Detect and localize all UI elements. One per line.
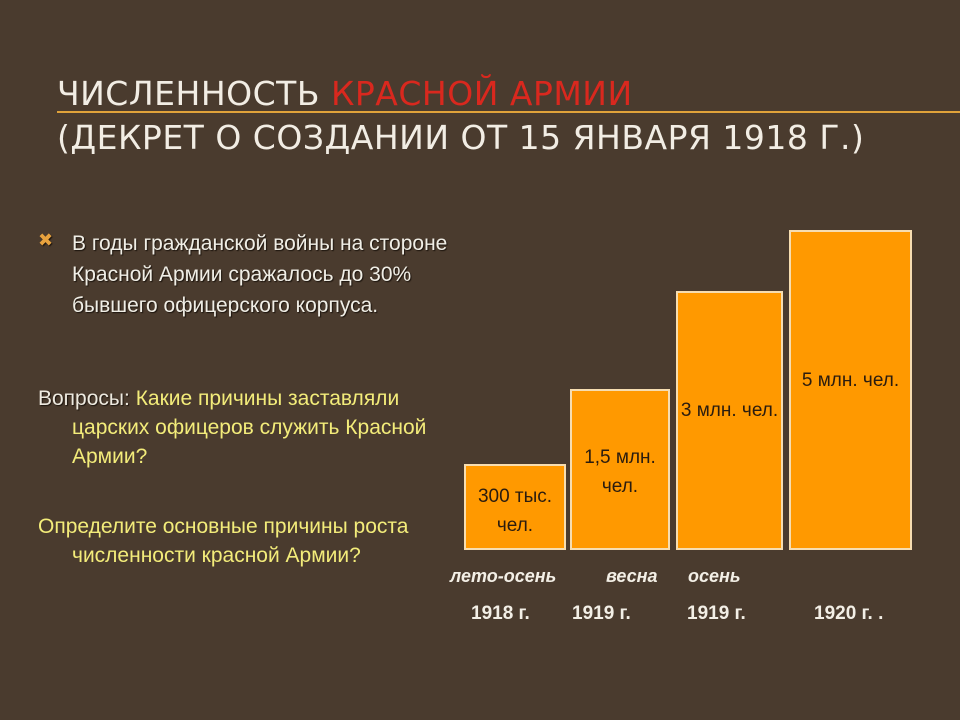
slide-title: Численность Красной армии (Декрет о созд… <box>57 72 937 160</box>
question-2-text: Определите основные причины роста числен… <box>38 515 409 567</box>
period-label-1: лето-осень <box>450 566 557 586</box>
bar-autumn-1919: 3 млн. чел. <box>676 291 783 550</box>
bar-1920: 5 млн. чел. <box>789 230 912 550</box>
period-label-3: осень <box>688 566 741 586</box>
year-label-2: 1919 г. <box>572 603 631 624</box>
question-2: Определите основные причины роста числен… <box>38 512 438 570</box>
period-label-2: весна <box>606 566 658 586</box>
title-plain: Численность <box>57 74 331 113</box>
title-line-2: (Декрет о создании от 15 января 1918 г.) <box>57 118 865 157</box>
year-label-3: 1919 г. <box>687 603 746 624</box>
year-label-4: 1920 г. . <box>814 603 884 624</box>
bar-spring-1919-label: 1,5 млн. чел. <box>584 447 656 497</box>
question-1-text: Какие причины заставляли царских офицеро… <box>72 387 427 468</box>
bullet-item: ✖ В годы гражданской войны на стороне Кр… <box>38 228 448 321</box>
title-accent: Красной армии <box>330 74 633 113</box>
title-divider <box>57 111 960 113</box>
bar-1918-label: 300 тыс. чел. <box>477 486 553 536</box>
bar-autumn-1919-label: 3 млн. чел. <box>680 400 779 421</box>
bullet-text: В годы гражданской войны на стороне Крас… <box>72 232 448 317</box>
question-1: Вопросы: Какие причины заставляли царски… <box>38 384 438 471</box>
x-bullet-icon: ✖ <box>38 230 54 250</box>
title-line-1: Численность Красной армии <box>57 72 937 116</box>
year-label-1: 1918 г. <box>471 603 530 624</box>
bar-1920-label: 5 млн. чел. <box>801 370 900 391</box>
bar-1918: 300 тыс. чел. <box>464 464 566 550</box>
questions-label: Вопросы: <box>38 387 130 410</box>
bar-spring-1919: 1,5 млн. чел. <box>570 389 670 550</box>
